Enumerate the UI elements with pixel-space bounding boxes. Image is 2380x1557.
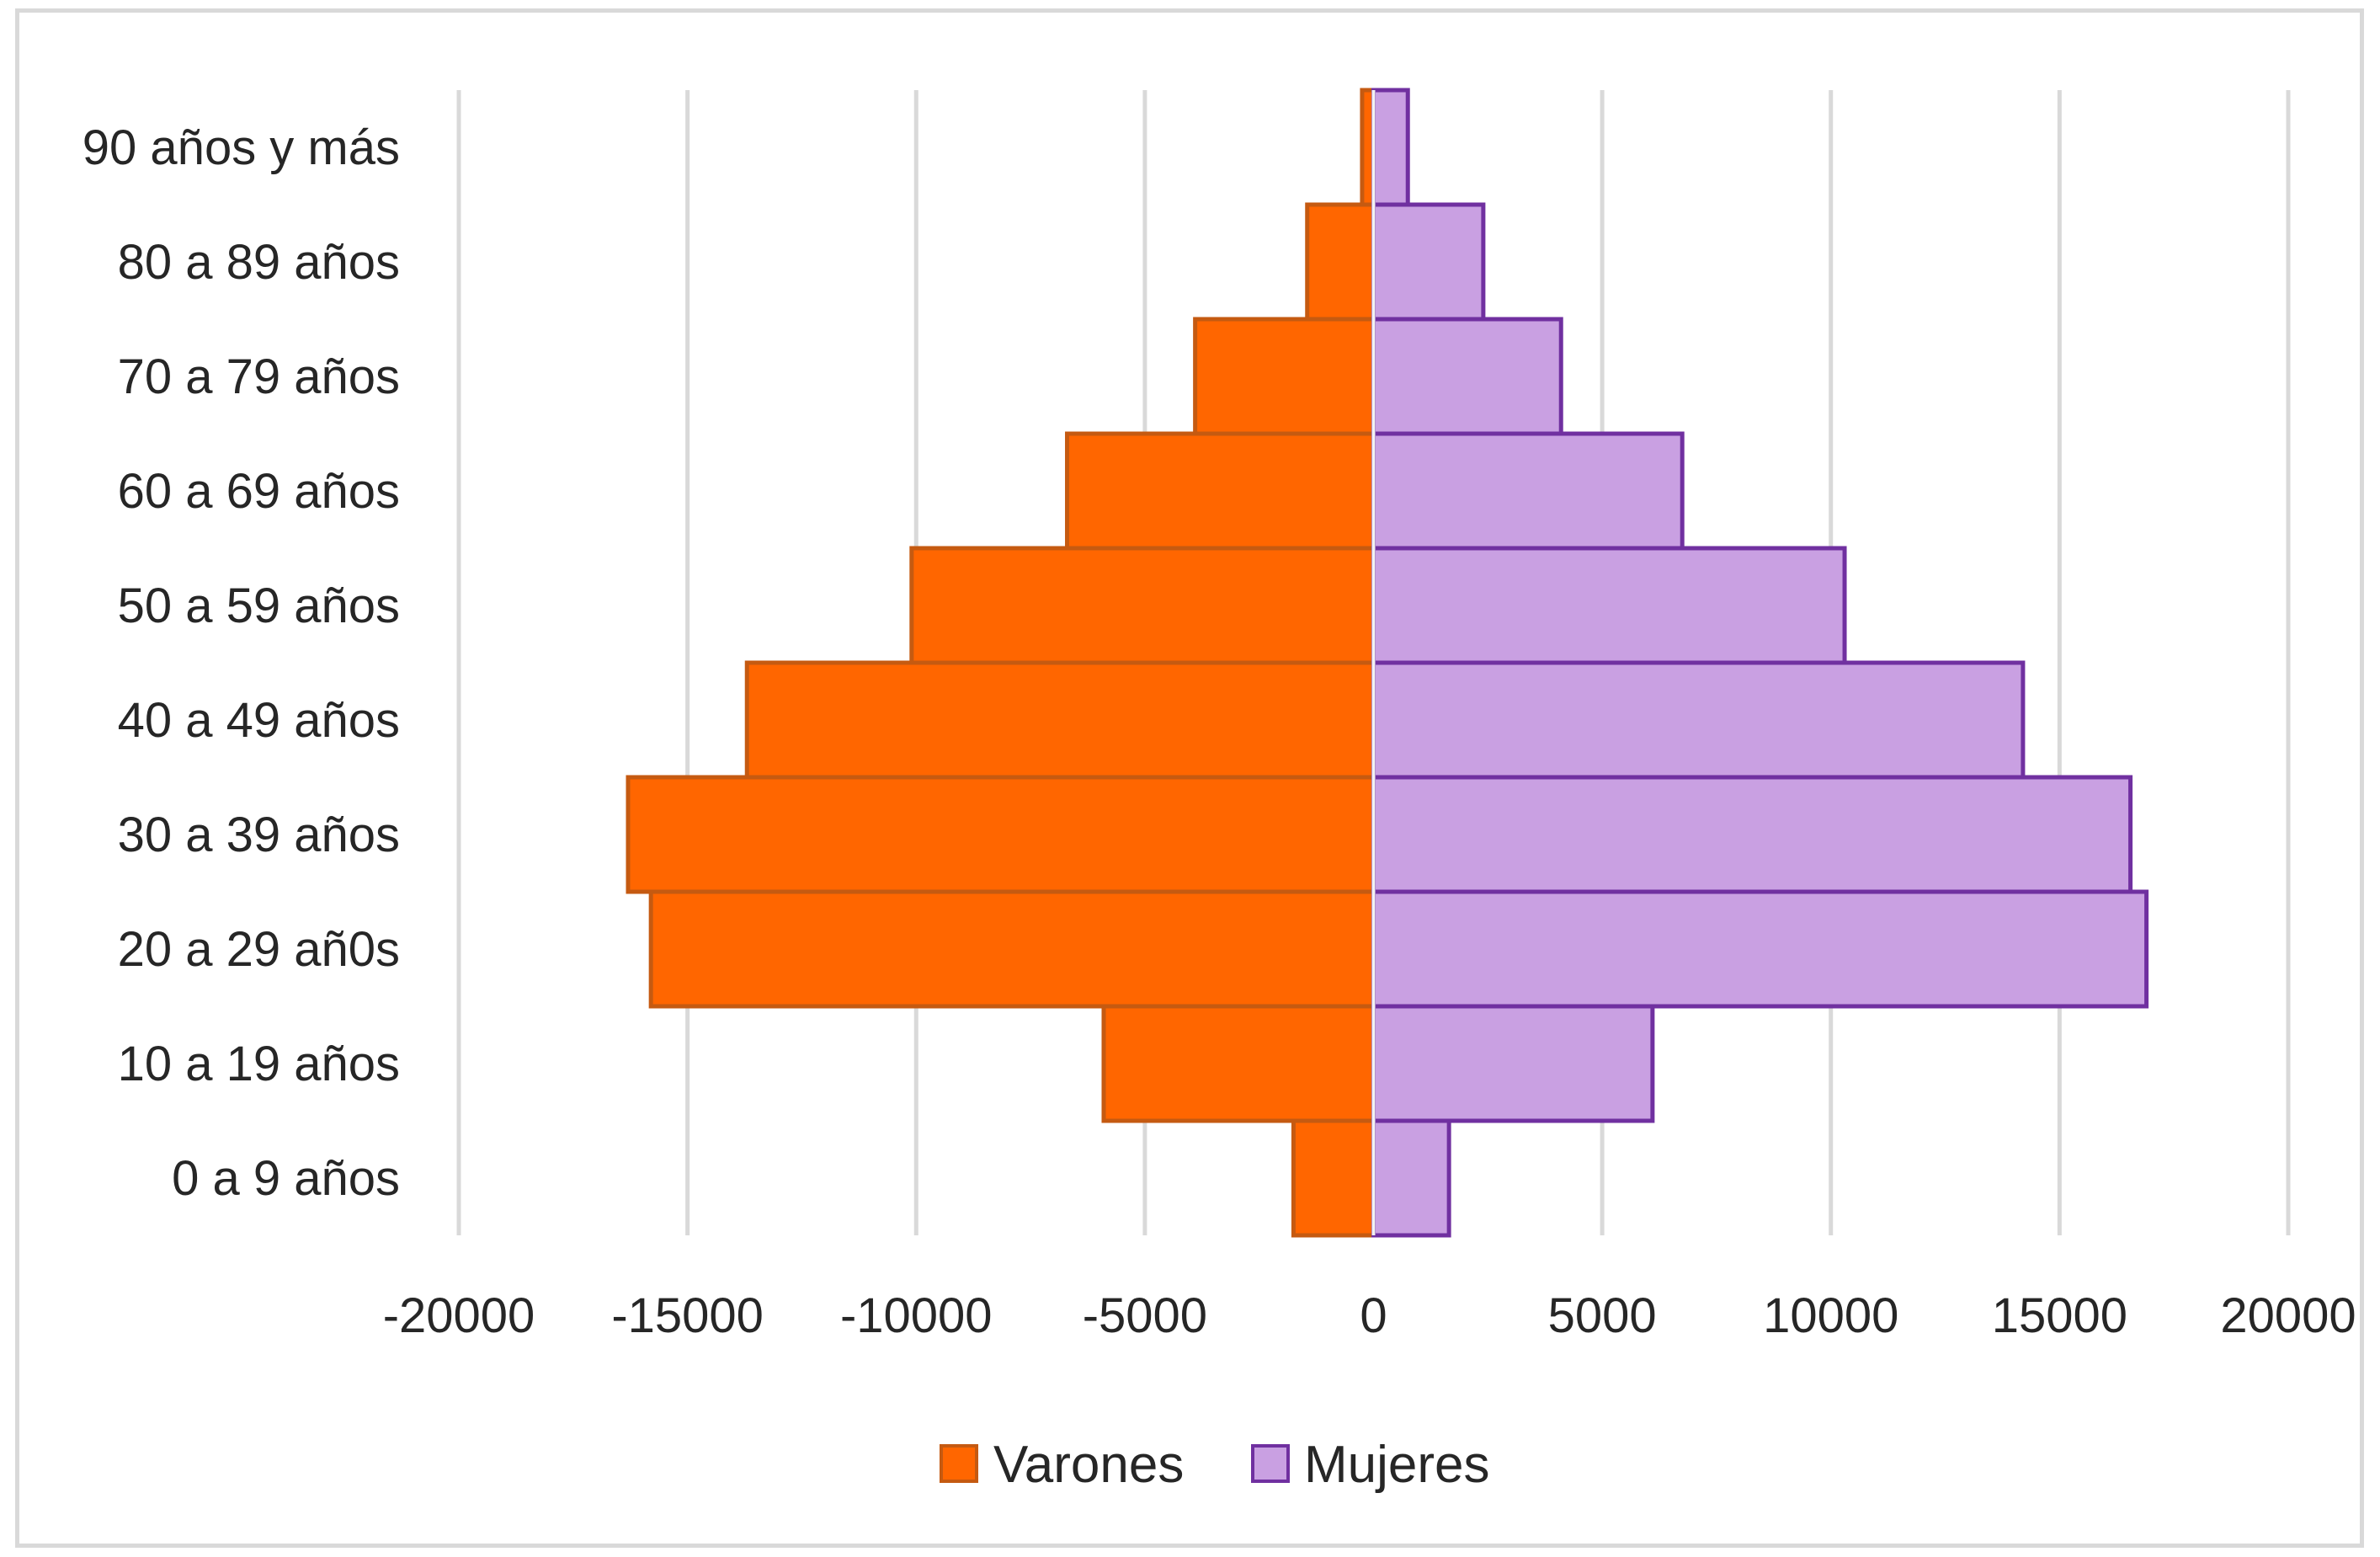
x-tick-label: -20000 xyxy=(383,1288,535,1343)
bar-varones-1 xyxy=(1101,1004,1376,1123)
x-tick-label: 10000 xyxy=(1763,1288,1898,1343)
legend-label-varones: Varones xyxy=(993,1436,1184,1494)
bar-varones-7 xyxy=(1193,317,1376,436)
bar-varones-3 xyxy=(626,775,1376,894)
bar-varones-0 xyxy=(1291,1118,1376,1238)
y-tick-label: 30 a 39 años xyxy=(118,808,400,862)
bar-varones-8 xyxy=(1305,202,1376,322)
y-tick-label: 0 a 9 años xyxy=(172,1151,400,1206)
bars xyxy=(626,88,2149,1238)
bar-mujeres-4 xyxy=(1371,660,2026,780)
bar-mujeres-5 xyxy=(1371,546,1847,665)
x-tick-label: -15000 xyxy=(611,1288,764,1343)
bar-mujeres-6 xyxy=(1371,431,1685,551)
x-tick-label: -5000 xyxy=(1083,1288,1207,1343)
y-tick-label: 80 a 89 años xyxy=(118,235,400,290)
x-tick-label: 20000 xyxy=(2220,1288,2356,1343)
y-tick-label: 10 a 19 años xyxy=(118,1037,400,1091)
y-tick-label: 50 a 59 años xyxy=(118,579,400,633)
bar-varones-5 xyxy=(909,546,1376,665)
bar-varones-6 xyxy=(1065,431,1376,551)
bar-mujeres-8 xyxy=(1371,202,1486,322)
bar-mujeres-7 xyxy=(1371,317,1563,436)
bar-mujeres-9 xyxy=(1371,88,1410,207)
bar-varones-2 xyxy=(648,889,1376,1009)
x-axis-labels: -20000 -15000 -10000 -5000 0 5000 10000 15000 20… xyxy=(383,1288,2356,1343)
x-tick-label: 0 xyxy=(1360,1288,1387,1343)
y-tick-label: 40 a 49 años xyxy=(118,693,400,748)
x-tick-label: 5000 xyxy=(1548,1288,1657,1343)
bar-mujeres-2 xyxy=(1371,889,2149,1009)
y-axis-labels: 0 a 9 años 10 a 19 años 20 a 29 añ0s 30 a 3… xyxy=(83,120,400,1206)
y-tick-label: 60 a 69 años xyxy=(118,464,400,519)
bar-varones-4 xyxy=(744,660,1376,780)
legend-label-mujeres: Mujeres xyxy=(1304,1436,1490,1494)
x-tick-label: -10000 xyxy=(840,1288,993,1343)
bar-mujeres-1 xyxy=(1371,1004,1655,1123)
bar-mujeres-0 xyxy=(1371,1118,1451,1238)
x-tick-label: 15000 xyxy=(1992,1288,2127,1343)
y-tick-label: 90 años y más xyxy=(83,120,400,175)
legend-swatch-varones xyxy=(940,1444,978,1483)
legend: Varones Mujeres xyxy=(940,1436,1490,1494)
y-tick-label: 20 a 29 añ0s xyxy=(118,922,400,977)
legend-swatch-mujeres xyxy=(1251,1444,1290,1483)
y-tick-label: 70 a 79 años xyxy=(118,349,400,404)
bar-mujeres-3 xyxy=(1371,775,2133,894)
